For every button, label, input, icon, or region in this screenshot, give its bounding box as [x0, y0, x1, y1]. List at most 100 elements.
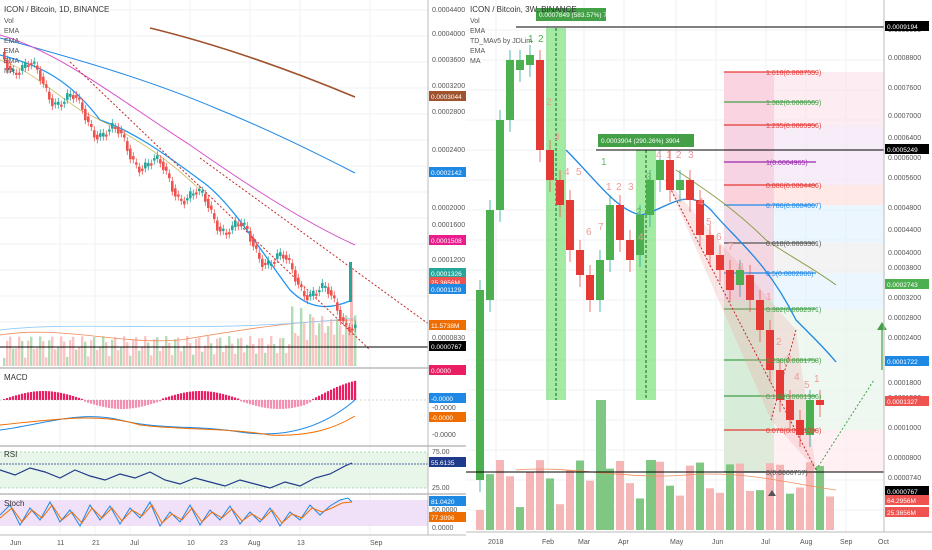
volume-bar	[279, 338, 282, 366]
left-ema-olive	[0, 59, 201, 191]
macd-bar	[69, 395, 72, 400]
candle	[476, 290, 484, 480]
macd-bar	[198, 391, 201, 400]
left-chart-pane[interactable]: Jun 11 21 Jul 10 23 Aug 13 Sep 0.0004400…	[0, 0, 466, 550]
candle	[183, 200, 186, 205]
candle	[303, 291, 306, 297]
macd-bar	[6, 398, 9, 400]
macd-bar	[318, 395, 321, 400]
svg-text:Vol: Vol	[4, 18, 14, 25]
volume-bar	[321, 316, 324, 366]
volume-bar	[246, 344, 249, 366]
price-tag-label: 11.5738M	[431, 323, 459, 330]
volume-bar	[228, 336, 231, 366]
volume-bar	[201, 351, 204, 366]
left-time-axis: Jun 11 21 Jul 10 23 Aug 13 Sep	[10, 540, 383, 547]
rsi-line	[0, 462, 353, 489]
left-candles	[3, 48, 357, 336]
volume-bar	[309, 314, 312, 366]
td-count: 5	[804, 380, 810, 391]
volume-bar	[816, 466, 824, 530]
fib-level-label: 0.886(0.0004486)	[766, 183, 821, 190]
candle	[108, 129, 111, 132]
indicator-tag	[429, 365, 466, 375]
candle	[132, 156, 135, 160]
candle	[135, 162, 138, 165]
td-count: 4	[564, 167, 570, 178]
volume-bar	[300, 308, 303, 366]
volume-bar	[786, 493, 794, 530]
candle	[342, 317, 345, 322]
candle	[168, 173, 171, 179]
candle	[69, 93, 72, 97]
macd-bar	[186, 392, 189, 400]
time-label: Aug	[248, 540, 261, 547]
price-tag	[429, 91, 466, 101]
price-label: 0.0003800	[888, 265, 921, 272]
volume-bar	[676, 495, 684, 530]
price-tag	[429, 277, 466, 287]
macd-bar	[243, 400, 246, 403]
macd-bar	[231, 396, 234, 400]
volume-bar	[526, 472, 534, 530]
time-label: 21	[92, 540, 100, 547]
candle	[189, 191, 192, 199]
volume-bar	[216, 338, 219, 366]
volume-bar	[54, 349, 57, 366]
td-count: 2	[616, 182, 622, 193]
volume-bar	[297, 335, 300, 366]
volume-bar	[204, 345, 207, 366]
svg-text:Sep: Sep	[840, 539, 853, 546]
candle	[288, 258, 291, 261]
macd-bar	[48, 391, 51, 400]
volume-bar	[576, 460, 584, 530]
candle	[336, 302, 339, 311]
rsi-title: RSI	[4, 450, 17, 459]
volume-bar	[546, 478, 554, 530]
candle	[162, 161, 165, 171]
candle	[225, 232, 228, 235]
volume-bar	[186, 336, 189, 366]
forecast-dashed-line	[815, 379, 875, 471]
macd-bar	[144, 400, 147, 406]
candle	[9, 65, 12, 70]
price-label: 0.0004000	[432, 31, 465, 38]
volume-bar	[153, 339, 156, 366]
candle	[345, 323, 348, 326]
macd-bar	[207, 391, 210, 400]
candle	[706, 235, 714, 255]
price-tag	[429, 341, 466, 351]
macd-bar	[60, 392, 63, 400]
price-tag	[429, 235, 466, 245]
macd-bar	[294, 400, 297, 408]
left-chart-canvas[interactable]: Jun 11 21 Jul 10 23 Aug 13 Sep 0.0004400…	[0, 0, 466, 550]
svg-text:-0.0000: -0.0000	[432, 405, 456, 412]
price-tag	[885, 396, 929, 406]
price-tag-label: 0.0001327	[887, 399, 918, 406]
volume-bar	[327, 326, 330, 366]
td-count: 7	[598, 222, 604, 233]
candle	[766, 330, 774, 370]
volume-bar	[165, 336, 168, 366]
candle	[96, 134, 99, 140]
candle	[291, 263, 294, 270]
volume-bar	[57, 347, 60, 366]
price-label: 0.0000740	[888, 475, 921, 482]
price-tag-label: 25.3656M	[887, 510, 916, 517]
price-tag	[885, 144, 929, 154]
td-count: 1	[666, 150, 672, 161]
left-trendline-2	[199, 157, 431, 326]
volume-bar	[345, 315, 348, 366]
candle	[90, 123, 93, 128]
volume-bar	[249, 336, 252, 366]
volume-bar	[303, 323, 306, 366]
macd-bar	[129, 400, 132, 409]
volume-bar	[162, 346, 165, 366]
price-label: 0.0002000	[432, 205, 465, 212]
volume-bar	[636, 498, 644, 530]
macd-bar	[57, 392, 60, 400]
left-ma-blue-light	[0, 317, 356, 331]
right-ma-orange	[515, 468, 837, 491]
